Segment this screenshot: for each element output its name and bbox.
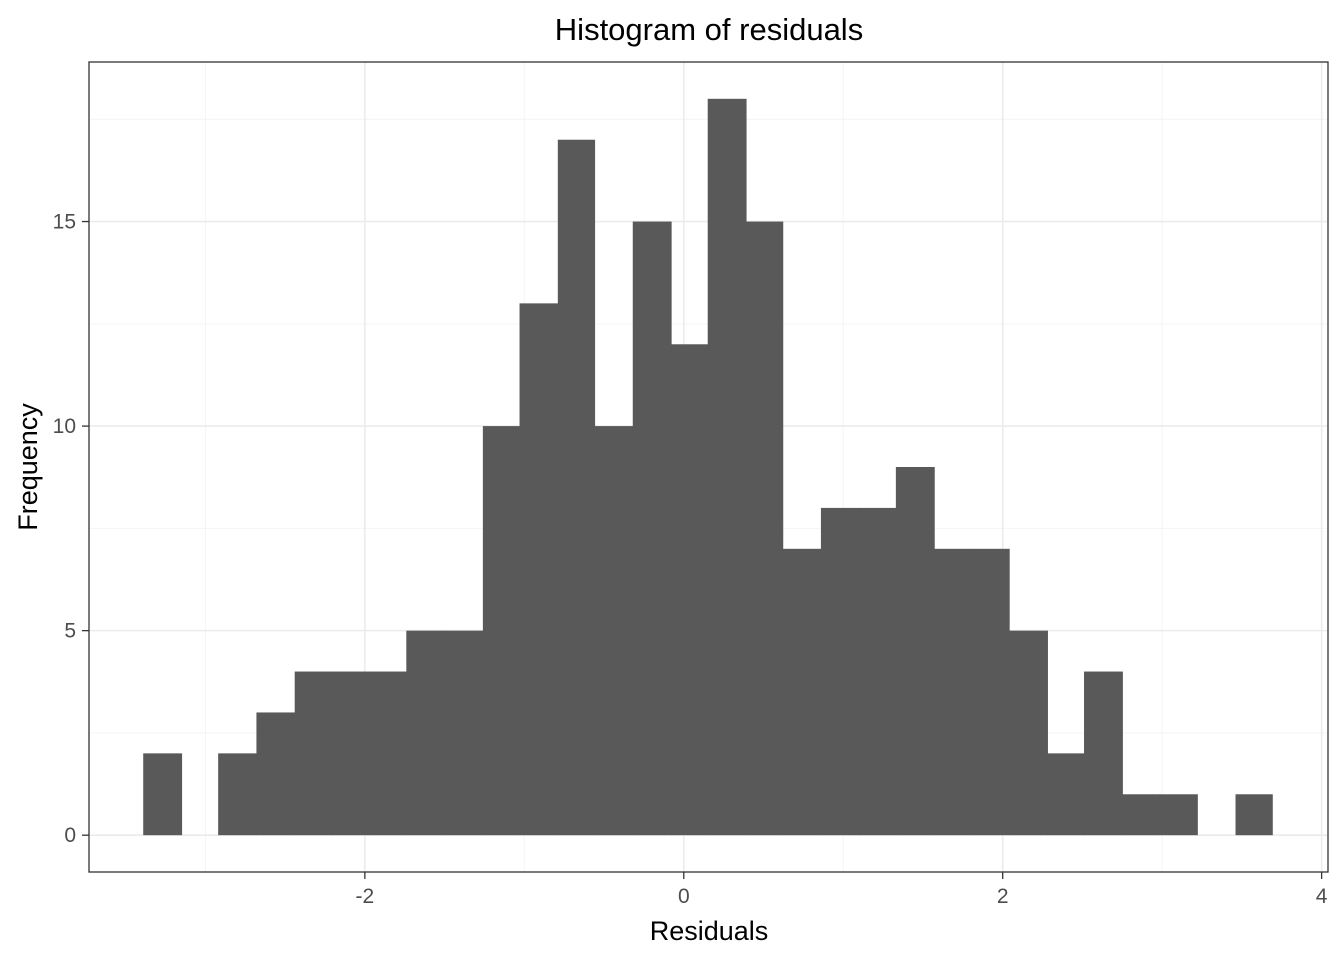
histogram-bar bbox=[482, 426, 521, 836]
histogram-bar bbox=[519, 303, 559, 836]
histogram-bar bbox=[671, 344, 709, 836]
histogram-bar bbox=[294, 671, 332, 836]
y-tick-label: 15 bbox=[53, 211, 76, 234]
x-tick-label: -2 bbox=[356, 885, 375, 908]
histogram-bar bbox=[143, 753, 183, 836]
y-axis: 0 5 10 15 bbox=[53, 211, 89, 847]
x-axis-title: Residuals bbox=[650, 916, 769, 946]
histogram-bar bbox=[745, 221, 784, 836]
histogram-bar bbox=[1047, 753, 1085, 836]
histogram-bars bbox=[143, 98, 1273, 836]
histogram-bar bbox=[557, 139, 596, 836]
histogram-bar bbox=[444, 630, 484, 836]
histogram-bar bbox=[1009, 630, 1048, 836]
x-tick-label: 2 bbox=[997, 885, 1009, 908]
histogram-bar bbox=[895, 467, 935, 836]
histogram-bar bbox=[820, 507, 860, 836]
histogram-bar bbox=[1084, 671, 1123, 836]
histogram-bar bbox=[1235, 794, 1273, 836]
histogram-bar bbox=[218, 753, 258, 836]
x-axis: -2 0 2 4 bbox=[356, 872, 1328, 908]
histogram-bar bbox=[934, 548, 972, 836]
histogram-bar bbox=[707, 98, 747, 836]
histogram-bar bbox=[970, 548, 1010, 836]
histogram-bar bbox=[782, 548, 822, 836]
histogram-bar bbox=[1122, 794, 1160, 836]
histogram-bar bbox=[632, 221, 672, 836]
histogram-bar bbox=[331, 671, 371, 836]
panel-border bbox=[88, 61, 1329, 873]
y-tick-label: 5 bbox=[64, 620, 76, 643]
plot-panel bbox=[88, 61, 1329, 873]
x-tick-label: 4 bbox=[1316, 885, 1328, 908]
y-tick-label: 10 bbox=[53, 415, 76, 438]
histogram-bar bbox=[859, 507, 897, 836]
y-axis-title: Frequency bbox=[13, 403, 43, 531]
histogram-bar bbox=[369, 671, 407, 836]
histogram-bar bbox=[1158, 794, 1198, 836]
histogram-bar bbox=[256, 712, 296, 836]
y-tick-label: 0 bbox=[64, 824, 76, 847]
chart-title: Histogram of residuals bbox=[555, 12, 863, 47]
histogram-bar bbox=[594, 426, 634, 836]
x-tick-label: 0 bbox=[678, 885, 690, 908]
histogram-bar bbox=[406, 630, 446, 836]
